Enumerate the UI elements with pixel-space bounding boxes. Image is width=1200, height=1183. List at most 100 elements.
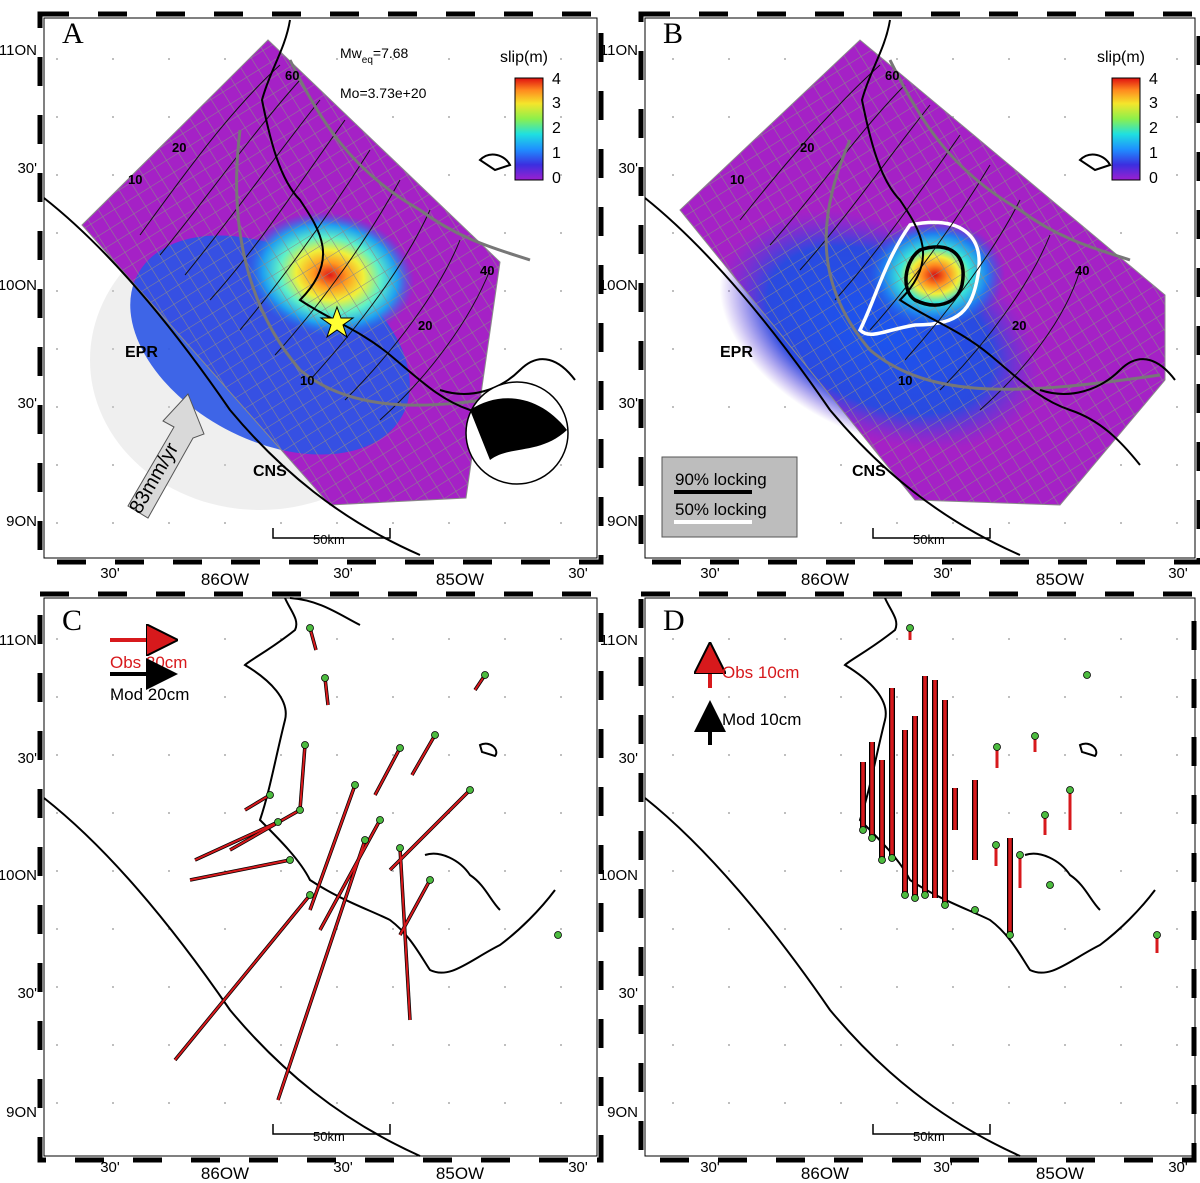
svg-text:0: 0	[1149, 170, 1158, 187]
svg-text:4: 4	[1149, 71, 1158, 88]
vector-legend: Obs 20cm Mod 20cm	[110, 640, 189, 704]
svg-text:9ON: 9ON	[6, 513, 37, 530]
panel-d: Obs 10cm Mod 10cm 50km D 11ON 30' 10ON 3…	[599, 591, 1197, 1183]
svg-text:85OW: 85OW	[436, 1164, 484, 1183]
lon-ticks: 30' 86OW 30' 85OW 30'	[100, 1159, 588, 1183]
svg-text:3: 3	[552, 95, 561, 112]
coastline	[43, 597, 556, 1157]
panel-b: slip(m) 4 3 2 1 0 EPR CNS 60 20 10 40 20…	[599, 11, 1200, 589]
lat-ticks: 11ON 30' 10ON 30' 9ON	[599, 42, 638, 530]
coastline	[644, 19, 1176, 556]
colorbar-title: slip(m)	[500, 49, 548, 66]
scale-bar-label: 50km	[313, 1129, 345, 1144]
svg-text:30': 30'	[933, 1159, 953, 1176]
svg-text:40: 40	[1075, 263, 1089, 278]
map-border	[43, 17, 598, 559]
svg-text:30': 30'	[568, 1159, 588, 1176]
svg-text:20: 20	[1012, 318, 1026, 333]
svg-text:30': 30'	[100, 1159, 120, 1176]
epr-label: EPR	[720, 344, 753, 361]
svg-text:10ON: 10ON	[599, 867, 638, 884]
contour-labels: 60 20 10 40 20 10	[128, 68, 494, 388]
map-border	[644, 17, 1196, 559]
moment-magnitude: Mweq=7.68	[340, 45, 409, 66]
svg-text:30': 30'	[17, 160, 37, 177]
svg-text:30': 30'	[17, 750, 37, 767]
graticule	[645, 598, 1195, 1156]
fault-plane	[81, 39, 501, 506]
svg-text:30': 30'	[618, 985, 638, 1002]
map-neatline	[37, 591, 604, 1163]
locking-legend: 90% locking 50% locking	[661, 456, 798, 538]
seismic-moment: Mo=3.73e+20	[340, 85, 427, 101]
panel-letter: D	[663, 604, 685, 637]
svg-text:11ON: 11ON	[0, 42, 37, 59]
svg-text:30': 30'	[618, 395, 638, 412]
scale-bar-label: 50km	[913, 532, 945, 547]
svg-text:20: 20	[418, 318, 432, 333]
coastline	[43, 19, 576, 556]
svg-text:Obs 20cm: Obs 20cm	[110, 653, 187, 672]
panel-letter: B	[663, 17, 683, 50]
lon-ticks: 30' 86OW 30' 85OW 30'	[100, 565, 588, 589]
map-border	[43, 597, 598, 1157]
svg-text:30': 30'	[100, 565, 120, 582]
svg-text:86OW: 86OW	[801, 570, 849, 589]
svg-text:85OW: 85OW	[1036, 1164, 1084, 1183]
colorbar-title: slip(m)	[1097, 49, 1145, 66]
depth-contours	[739, 64, 1081, 411]
svg-text:30': 30'	[1168, 1159, 1188, 1176]
svg-text:86OW: 86OW	[801, 1164, 849, 1183]
svg-text:Mod 20cm: Mod 20cm	[110, 685, 189, 704]
scale-bar	[872, 528, 991, 539]
svg-text:30': 30'	[17, 395, 37, 412]
svg-text:30': 30'	[568, 565, 588, 582]
svg-text:0: 0	[552, 170, 561, 187]
svg-text:30': 30'	[700, 565, 720, 582]
colorbar-ticks: 4 3 2 1 0	[552, 71, 561, 187]
gray-contours	[235, 59, 531, 407]
scale-bar-label: 50km	[913, 1129, 945, 1144]
svg-text:2: 2	[1149, 120, 1158, 137]
panel-c: Obs 20cm Mod 20cm 50km C 11ON 30' 10ON 3…	[0, 591, 604, 1183]
panel-letter: A	[62, 17, 84, 50]
map-neatline	[37, 11, 604, 565]
svg-text:11ON: 11ON	[600, 632, 638, 649]
svg-text:50% locking: 50% locking	[675, 500, 767, 519]
svg-text:10: 10	[128, 172, 142, 187]
svg-text:85OW: 85OW	[436, 570, 484, 589]
svg-text:11ON: 11ON	[600, 42, 638, 59]
lat-ticks: 11ON 30' 10ON 30' 9ON	[0, 42, 37, 530]
svg-text:30': 30'	[333, 565, 353, 582]
svg-text:10: 10	[730, 172, 744, 187]
svg-text:30': 30'	[933, 565, 953, 582]
scale-bar	[872, 1124, 991, 1135]
svg-text:Mod 10cm: Mod 10cm	[722, 710, 801, 729]
colorbar-ticks: 4 3 2 1 0	[1149, 71, 1158, 187]
svg-text:9ON: 9ON	[6, 1104, 37, 1121]
svg-text:10: 10	[898, 373, 912, 388]
colorbar	[1111, 77, 1141, 181]
svg-text:30': 30'	[17, 985, 37, 1002]
svg-text:86OW: 86OW	[201, 570, 249, 589]
svg-text:11ON: 11ON	[0, 632, 37, 649]
svg-text:30': 30'	[618, 160, 638, 177]
svg-text:10ON: 10ON	[0, 867, 37, 884]
scale-bar-label: 50km	[313, 532, 345, 547]
plate-motion-arrow	[127, 393, 205, 519]
contour-labels: 60 20 10 40 20 10	[730, 68, 1089, 388]
svg-text:90% locking: 90% locking	[675, 470, 767, 489]
svg-text:10ON: 10ON	[0, 277, 37, 294]
vertical-vectors	[860, 628, 1159, 953]
colorbar	[514, 77, 544, 181]
displacement-vectors	[173, 627, 487, 1101]
epicenter-star	[319, 305, 355, 339]
scale-bar	[272, 1124, 391, 1135]
cns-label: CNS	[852, 463, 886, 480]
lon-ticks: 30' 86OW 30' 85OW 30'	[700, 565, 1188, 589]
epr-label: EPR	[125, 344, 158, 361]
svg-text:30': 30'	[1168, 565, 1188, 582]
locking-contours	[857, 220, 981, 336]
cns-label: CNS	[253, 463, 287, 480]
